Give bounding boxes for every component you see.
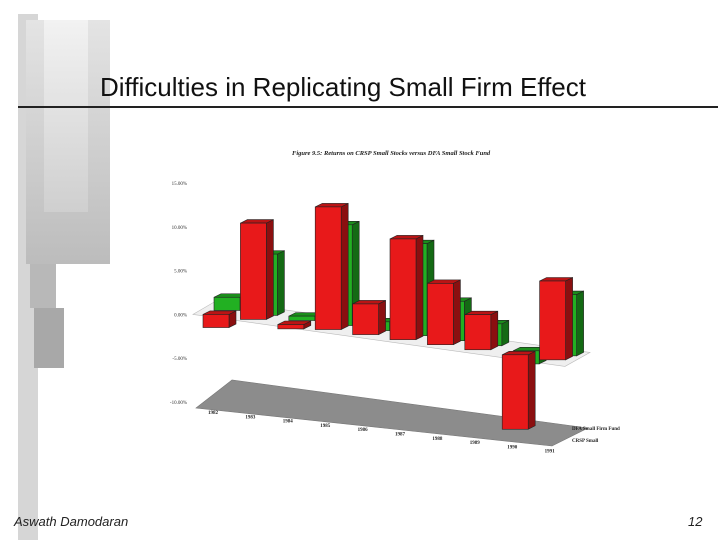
bar-crsp	[389, 238, 417, 340]
bar-crsp-side	[266, 219, 274, 320]
chart-title: Figure 9.5: Returns on CRSP Small Stocks…	[292, 150, 491, 157]
decor-stripe-5	[34, 308, 64, 368]
x-tick-label: 1983	[245, 415, 256, 420]
bar-crsp-side	[378, 299, 386, 336]
bar-crsp	[202, 314, 230, 328]
x-tick-label: 1982	[208, 411, 219, 416]
x-tick-label: 1986	[358, 428, 369, 433]
bar-crsp-side	[340, 202, 349, 331]
bar-dfa	[288, 315, 316, 321]
decor-stripe-3	[44, 20, 88, 212]
x-tick-label: 1990	[507, 445, 518, 450]
bar-crsp	[427, 283, 454, 345]
bar-crsp	[277, 324, 305, 330]
y-tick-label: -5.00%	[172, 357, 187, 362]
series-label-crsp: CRSP Small	[572, 439, 599, 444]
bar-crsp	[539, 280, 566, 361]
bar-crsp	[501, 354, 529, 430]
bar-crsp-side	[490, 310, 499, 351]
x-tick-label: 1991	[545, 450, 556, 455]
bar-crsp	[352, 303, 379, 335]
y-tick-label: 0.00%	[174, 313, 187, 318]
decor-stripe-4	[30, 264, 56, 308]
bar-dfa-side	[576, 290, 584, 357]
bar-crsp-side	[415, 234, 424, 341]
x-tick-label: 1987	[395, 433, 406, 438]
bar-dfa	[213, 296, 241, 311]
bar-crsp	[464, 314, 492, 351]
y-tick-label: 10.00%	[172, 226, 187, 231]
series-label-dfa: DFA Small Firm Fund	[572, 427, 620, 432]
y-tick-label: 5.00%	[174, 270, 187, 275]
title-rule	[18, 106, 718, 108]
chart-floor	[195, 379, 590, 447]
bar-crsp-side	[565, 277, 573, 361]
bar-dfa-side	[501, 319, 510, 347]
bar-dfa-side	[277, 250, 285, 316]
bar-crsp	[314, 206, 342, 330]
y-tick-label: -10.00%	[170, 401, 187, 406]
x-tick-label: 1988	[432, 437, 443, 442]
x-tick-label: 1985	[320, 424, 331, 429]
bar-crsp	[240, 222, 267, 320]
footer-author: Aswath Damodaran	[14, 514, 129, 529]
bar-crsp-side	[527, 350, 536, 430]
x-tick-label: 1984	[283, 420, 294, 425]
x-tick-label: 1989	[470, 441, 481, 446]
y-tick-label: 15.00%	[172, 182, 187, 187]
page-number: 12	[688, 514, 703, 529]
bar-crsp-side	[453, 279, 461, 346]
slide-title: Difficulties in Replicating Small Firm E…	[100, 72, 586, 102]
